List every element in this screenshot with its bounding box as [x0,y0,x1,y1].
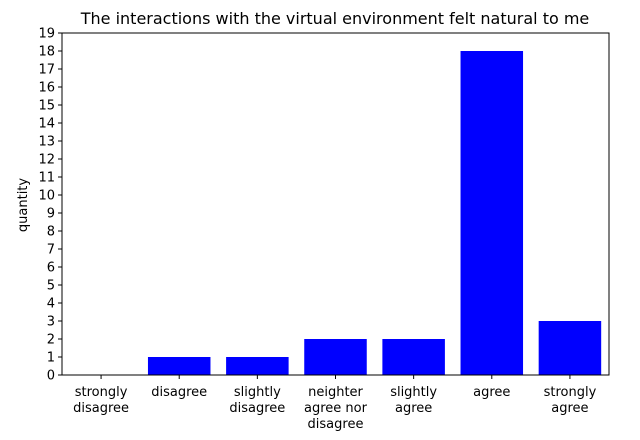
y-tick-label: 1 [47,351,55,366]
y-tick-label: 9 [47,207,55,222]
y-tick-label: 8 [47,225,55,240]
y-tick-label: 13 [38,135,55,150]
y-axis-label: quantity [16,178,31,233]
bar [460,51,524,375]
x-tick-label: slightly disagree [229,385,285,416]
y-tick-label: 7 [47,243,55,258]
y-tick-label: 16 [38,81,55,96]
x-axis: strongly disagree disagree slightly disagree… [73,375,597,432]
bar [304,339,367,375]
x-tick-label: slightly agree [390,385,437,416]
plot-frame [61,32,610,376]
y-tick-label: 4 [47,297,55,312]
bar [147,357,211,375]
x-tick-label: agree [473,385,510,400]
y-tick-label: 2 [47,333,55,348]
chart-title: The interactions with the virtual enviro… [80,9,590,28]
y-tick-label: 0 [47,369,55,384]
bar [382,339,445,375]
y-tick-label: 19 [38,27,55,42]
y-tick-label: 12 [38,153,55,168]
x-tick-label: strongly disagree [73,385,129,416]
bars-group [147,51,602,375]
bar [226,357,289,375]
y-tick-label: 6 [47,261,55,276]
y-tick-label: 3 [47,315,55,330]
y-tick-label: 15 [38,99,55,114]
y-tick-label: 11 [38,171,55,186]
x-tick-label: strongly agree [544,385,597,416]
y-tick-label: 5 [47,279,55,294]
y-tick-label: 10 [38,189,55,204]
bar [538,321,602,375]
x-tick-label: disagree [151,385,207,400]
y-tick-label: 14 [38,117,55,132]
y-tick-label: 18 [38,45,55,60]
y-tick-label: 17 [38,63,55,78]
x-tick-label: neighter agree nor disagree [304,385,368,432]
